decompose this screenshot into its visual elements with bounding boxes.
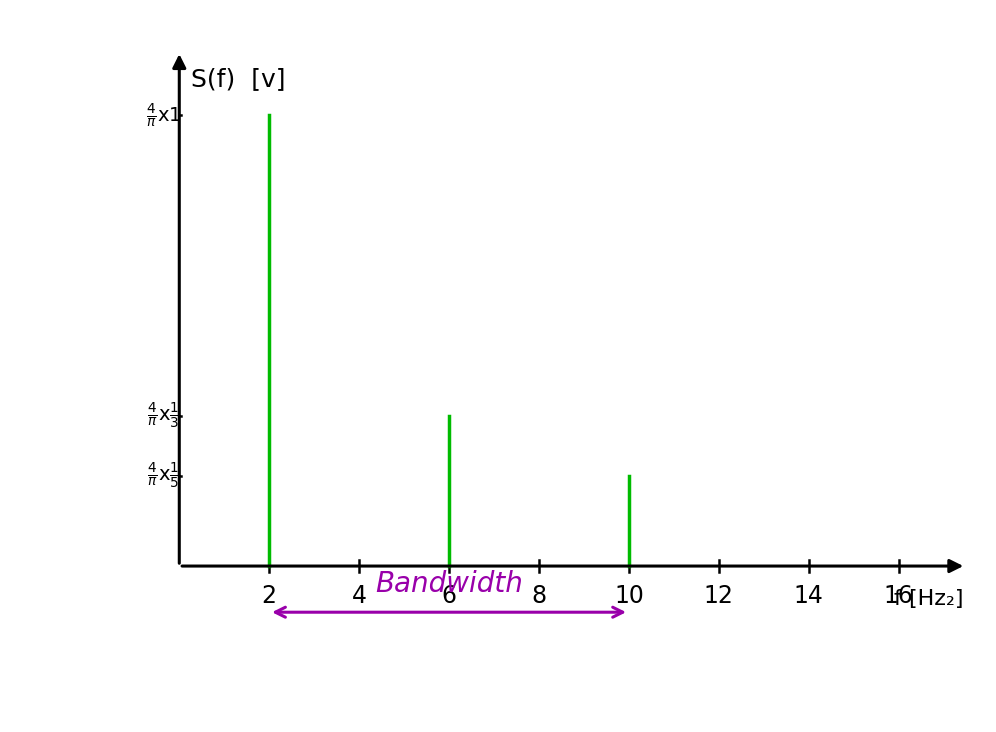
Text: f [Hz₂]: f [Hz₂] [894, 589, 964, 609]
Text: $\frac{4}{\pi}$x$\frac{1}{3}$: $\frac{4}{\pi}$x$\frac{1}{3}$ [146, 400, 180, 430]
Text: Bandwidth: Bandwidth [375, 570, 523, 598]
Text: $\frac{4}{\pi}$x$\frac{1}{5}$: $\frac{4}{\pi}$x$\frac{1}{5}$ [146, 461, 180, 491]
Text: $\frac{4}{\pi}$x1: $\frac{4}{\pi}$x1 [145, 101, 181, 129]
Text: 16: 16 [883, 584, 913, 608]
Text: 6: 6 [441, 584, 456, 608]
Text: 2: 2 [262, 584, 277, 608]
Text: 8: 8 [532, 584, 547, 608]
Text: S(f)  [v]: S(f) [v] [190, 67, 285, 91]
Text: 14: 14 [794, 584, 824, 608]
Text: 4: 4 [352, 584, 367, 608]
Text: 10: 10 [614, 584, 643, 608]
Text: 12: 12 [704, 584, 734, 608]
